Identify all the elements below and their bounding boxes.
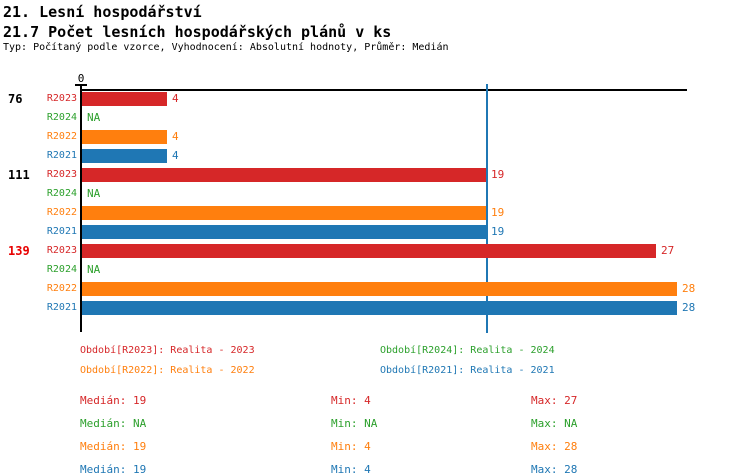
page-title: 21. Lesní hospodářství (3, 3, 202, 21)
value-label: NA (87, 111, 101, 124)
series-row-label: R2024 (46, 112, 77, 123)
legend-item-r2021: Období[R2021]: Realita - 2021 (380, 365, 555, 376)
stat-min-r2021: Min: 4 (331, 463, 371, 476)
series-row-label: R2021 (46, 226, 77, 237)
bar-R2021 (82, 225, 486, 239)
stat-min-r2024: Min: NA (331, 417, 378, 430)
legend-item-r2022: Období[R2022]: Realita - 2022 (80, 365, 255, 376)
bar-rows: 76 R2023 4 R2024 NA R2022 4 R2021 4 111 R2023 19 R20… (0, 92, 750, 332)
stat-max-r2021: Max: 28 (531, 463, 578, 476)
series-row-label: R2022 (46, 283, 77, 294)
bar-R2022 (82, 206, 486, 220)
value-label: 4 (172, 149, 179, 162)
stat-median-r2023: Medián: 19 (80, 394, 147, 407)
value-label: NA (87, 263, 101, 276)
series-row-label: R2023 (46, 245, 77, 256)
stat-max-r2024: Max: NA (531, 417, 578, 430)
value-label: 19 (491, 206, 505, 219)
series-row-label: R2022 (46, 131, 77, 142)
legend-item-r2023: Období[R2023]: Realita - 2023 (80, 345, 255, 356)
legend-item-r2024: Období[R2024]: Realita - 2024 (380, 345, 555, 356)
bar-R2022 (82, 282, 677, 296)
chart-title: 21.7 Počet lesních hospodářských plánů v… (3, 23, 392, 41)
stat-max-r2023: Max: 27 (531, 394, 578, 407)
axis-origin-label: 0 (77, 72, 85, 85)
series-row-label: R2022 (46, 207, 77, 218)
bar-R2023 (82, 168, 486, 182)
value-label: 27 (661, 244, 675, 257)
stat-median-r2021: Medián: 19 (80, 463, 147, 476)
series-row-label: R2021 (46, 302, 77, 313)
value-label: 28 (682, 301, 696, 314)
series-row-label: R2021 (46, 150, 77, 161)
value-label: 4 (172, 130, 179, 143)
group-label: 76 (8, 92, 23, 106)
stat-min-r2022: Min: 4 (331, 440, 371, 453)
group-label: 139 (8, 244, 30, 258)
group-label: 111 (8, 168, 30, 182)
value-label: 19 (491, 168, 505, 181)
y-axis-line (80, 84, 82, 332)
value-label: 19 (491, 225, 505, 238)
stat-median-r2024: Medián: NA (80, 417, 147, 430)
median-reference-line (486, 84, 488, 333)
value-label: 4 (172, 92, 179, 105)
value-label: NA (87, 187, 101, 200)
series-row-label: R2023 (46, 169, 77, 180)
bar-R2023 (82, 244, 656, 258)
chart-top-border (80, 89, 687, 91)
stat-median-r2022: Medián: 19 (80, 440, 147, 453)
series-row-label: R2023 (46, 93, 77, 104)
stat-min-r2023: Min: 4 (331, 394, 371, 407)
series-row-label: R2024 (46, 188, 77, 199)
series-row-label: R2024 (46, 264, 77, 275)
bar-R2021 (82, 301, 677, 315)
stat-max-r2022: Max: 28 (531, 440, 578, 453)
bar-R2021 (82, 149, 167, 163)
chart-subtitle: Typ: Počítaný podle vzorce, Vyhodnocení:… (3, 42, 449, 53)
value-label: 28 (682, 282, 696, 295)
bar-R2023 (82, 92, 167, 106)
bar-R2022 (82, 130, 167, 144)
